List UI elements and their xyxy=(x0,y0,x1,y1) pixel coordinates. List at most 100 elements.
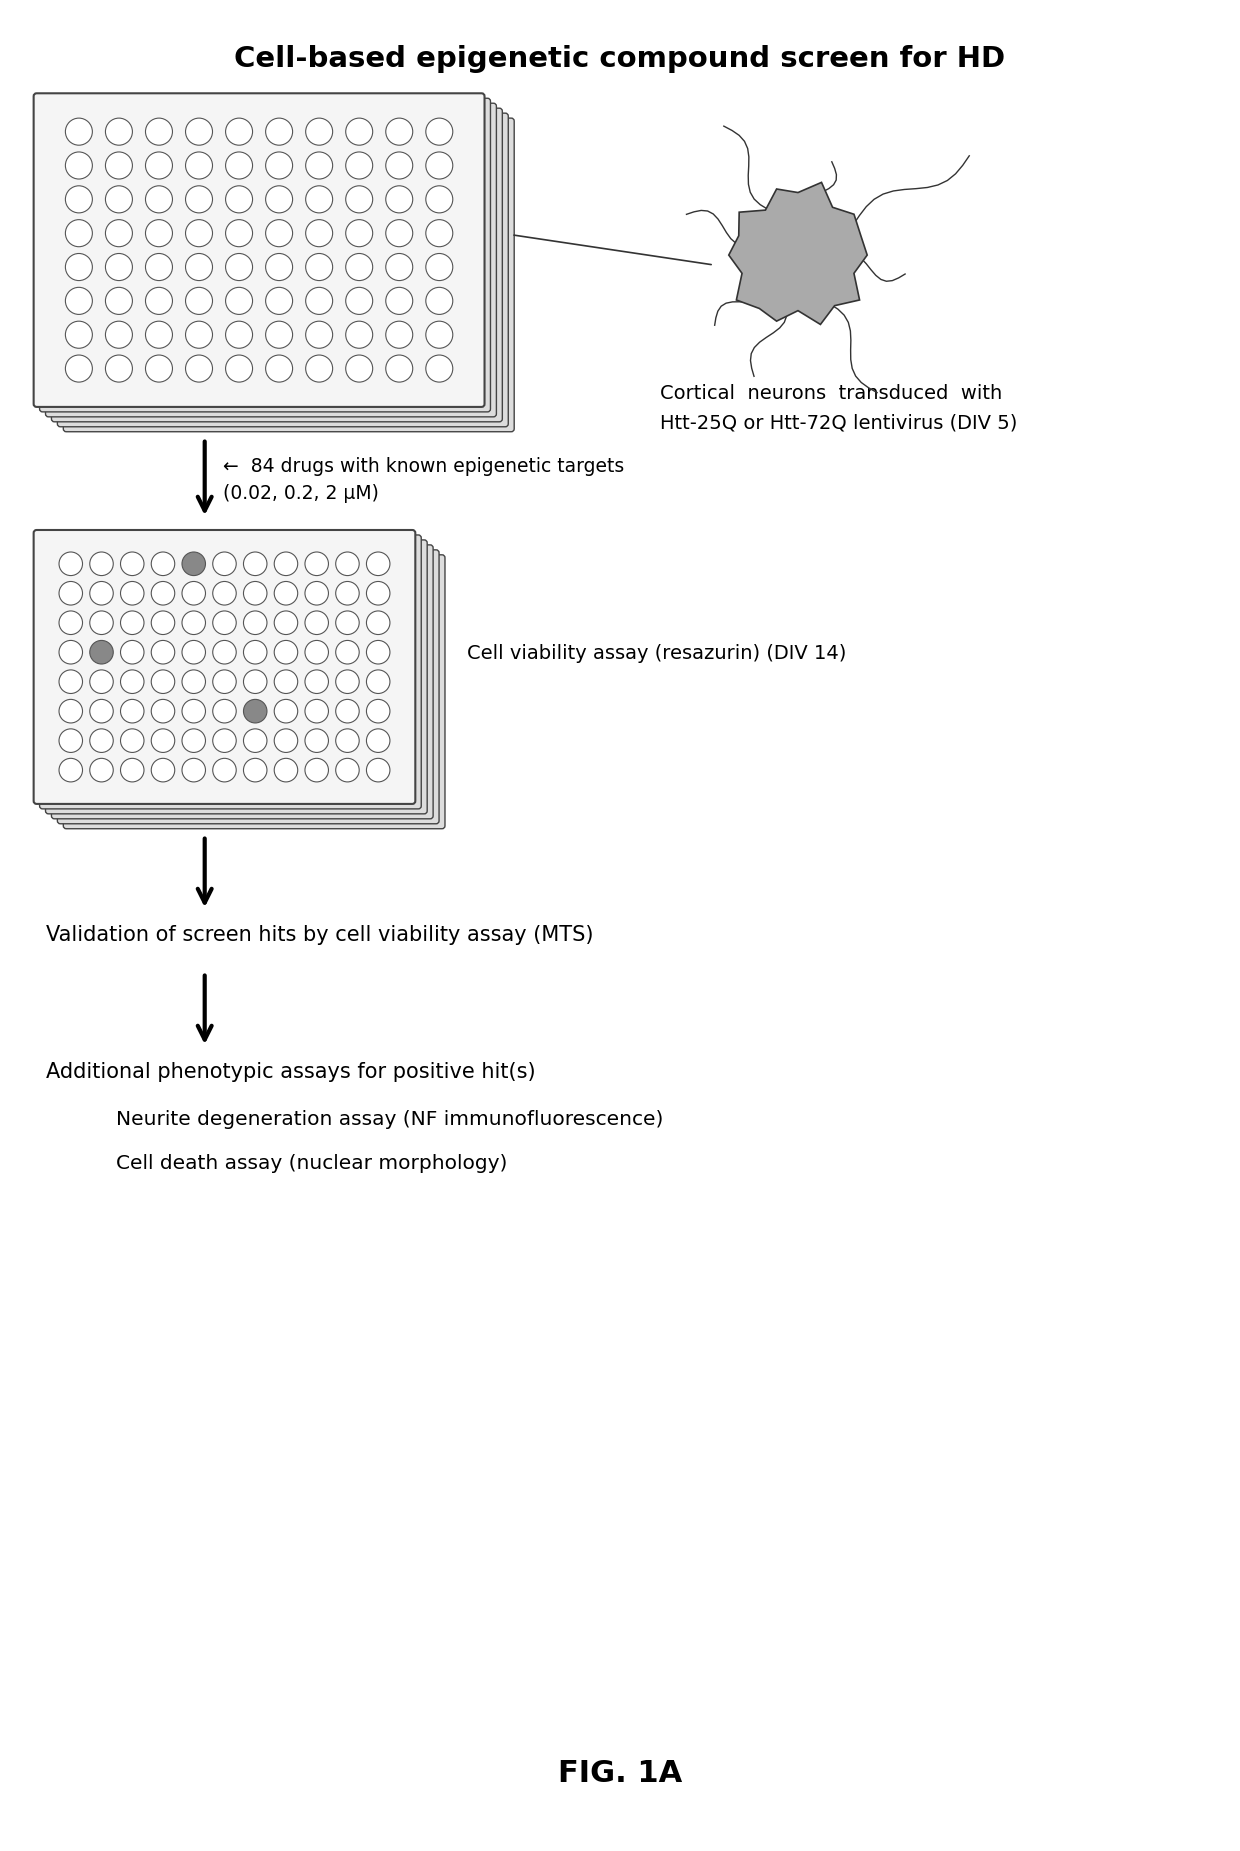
FancyBboxPatch shape xyxy=(63,555,445,829)
Circle shape xyxy=(265,254,293,281)
Circle shape xyxy=(145,287,172,315)
Circle shape xyxy=(336,729,360,753)
Circle shape xyxy=(306,220,332,246)
Circle shape xyxy=(186,355,212,381)
FancyBboxPatch shape xyxy=(40,98,491,413)
FancyBboxPatch shape xyxy=(57,550,439,824)
Circle shape xyxy=(306,322,332,348)
Circle shape xyxy=(306,152,332,180)
Circle shape xyxy=(243,759,267,781)
Circle shape xyxy=(66,254,92,281)
Circle shape xyxy=(305,759,329,781)
Circle shape xyxy=(386,220,413,246)
Circle shape xyxy=(265,322,293,348)
Circle shape xyxy=(226,220,253,246)
Circle shape xyxy=(120,611,144,635)
Circle shape xyxy=(182,581,206,605)
Circle shape xyxy=(336,552,360,576)
Circle shape xyxy=(60,700,83,724)
FancyBboxPatch shape xyxy=(57,113,508,428)
Circle shape xyxy=(186,220,212,246)
Circle shape xyxy=(89,640,113,665)
Circle shape xyxy=(425,118,453,144)
Circle shape xyxy=(213,700,237,724)
Circle shape xyxy=(213,729,237,753)
Circle shape xyxy=(306,118,332,144)
Circle shape xyxy=(89,552,113,576)
FancyBboxPatch shape xyxy=(40,535,422,809)
Circle shape xyxy=(274,729,298,753)
Text: Cell death assay (nuclear morphology): Cell death assay (nuclear morphology) xyxy=(115,1155,507,1174)
Circle shape xyxy=(66,220,92,246)
Circle shape xyxy=(120,759,144,781)
Circle shape xyxy=(305,670,329,694)
Circle shape xyxy=(274,581,298,605)
Circle shape xyxy=(182,759,206,781)
Circle shape xyxy=(151,700,175,724)
Circle shape xyxy=(265,220,293,246)
Circle shape xyxy=(386,287,413,315)
Circle shape xyxy=(367,552,389,576)
FancyBboxPatch shape xyxy=(46,540,428,814)
Circle shape xyxy=(305,640,329,665)
Text: Cell viability assay (resazurin) (DIV 14): Cell viability assay (resazurin) (DIV 14… xyxy=(466,644,846,663)
Circle shape xyxy=(243,670,267,694)
Circle shape xyxy=(151,640,175,665)
Circle shape xyxy=(243,700,267,724)
Circle shape xyxy=(151,729,175,753)
Circle shape xyxy=(182,729,206,753)
Circle shape xyxy=(60,670,83,694)
Circle shape xyxy=(346,185,373,213)
Circle shape xyxy=(425,185,453,213)
Circle shape xyxy=(60,729,83,753)
Circle shape xyxy=(89,729,113,753)
Circle shape xyxy=(182,611,206,635)
Circle shape xyxy=(306,355,332,381)
Circle shape xyxy=(367,611,389,635)
Circle shape xyxy=(226,152,253,180)
Text: FIG. 1A: FIG. 1A xyxy=(558,1758,682,1788)
Circle shape xyxy=(145,118,172,144)
Circle shape xyxy=(336,700,360,724)
Circle shape xyxy=(346,152,373,180)
FancyBboxPatch shape xyxy=(63,118,515,431)
Circle shape xyxy=(265,287,293,315)
Circle shape xyxy=(105,118,133,144)
Circle shape xyxy=(105,355,133,381)
Circle shape xyxy=(367,640,389,665)
Circle shape xyxy=(66,355,92,381)
Circle shape xyxy=(66,322,92,348)
Circle shape xyxy=(186,287,212,315)
Circle shape xyxy=(182,670,206,694)
Circle shape xyxy=(186,185,212,213)
Circle shape xyxy=(226,185,253,213)
Circle shape xyxy=(60,759,83,781)
Circle shape xyxy=(213,611,237,635)
Circle shape xyxy=(120,670,144,694)
Text: Cell-based epigenetic compound screen for HD: Cell-based epigenetic compound screen fo… xyxy=(234,44,1006,72)
Circle shape xyxy=(60,581,83,605)
Circle shape xyxy=(105,254,133,281)
Circle shape xyxy=(89,759,113,781)
Circle shape xyxy=(182,640,206,665)
Circle shape xyxy=(265,185,293,213)
Text: Cortical  neurons  transduced  with: Cortical neurons transduced with xyxy=(660,385,1002,404)
Circle shape xyxy=(105,287,133,315)
Circle shape xyxy=(213,581,237,605)
Text: Validation of screen hits by cell viability assay (MTS): Validation of screen hits by cell viabil… xyxy=(46,926,594,946)
Circle shape xyxy=(274,700,298,724)
Text: Additional phenotypic assays for positive hit(s): Additional phenotypic assays for positiv… xyxy=(46,1062,536,1083)
Circle shape xyxy=(265,152,293,180)
Circle shape xyxy=(213,670,237,694)
Circle shape xyxy=(151,552,175,576)
Polygon shape xyxy=(729,183,867,324)
Circle shape xyxy=(386,118,413,144)
Circle shape xyxy=(182,700,206,724)
Circle shape xyxy=(336,640,360,665)
Circle shape xyxy=(274,640,298,665)
Circle shape xyxy=(243,640,267,665)
Circle shape xyxy=(89,581,113,605)
Circle shape xyxy=(367,759,389,781)
Circle shape xyxy=(226,322,253,348)
Circle shape xyxy=(120,729,144,753)
